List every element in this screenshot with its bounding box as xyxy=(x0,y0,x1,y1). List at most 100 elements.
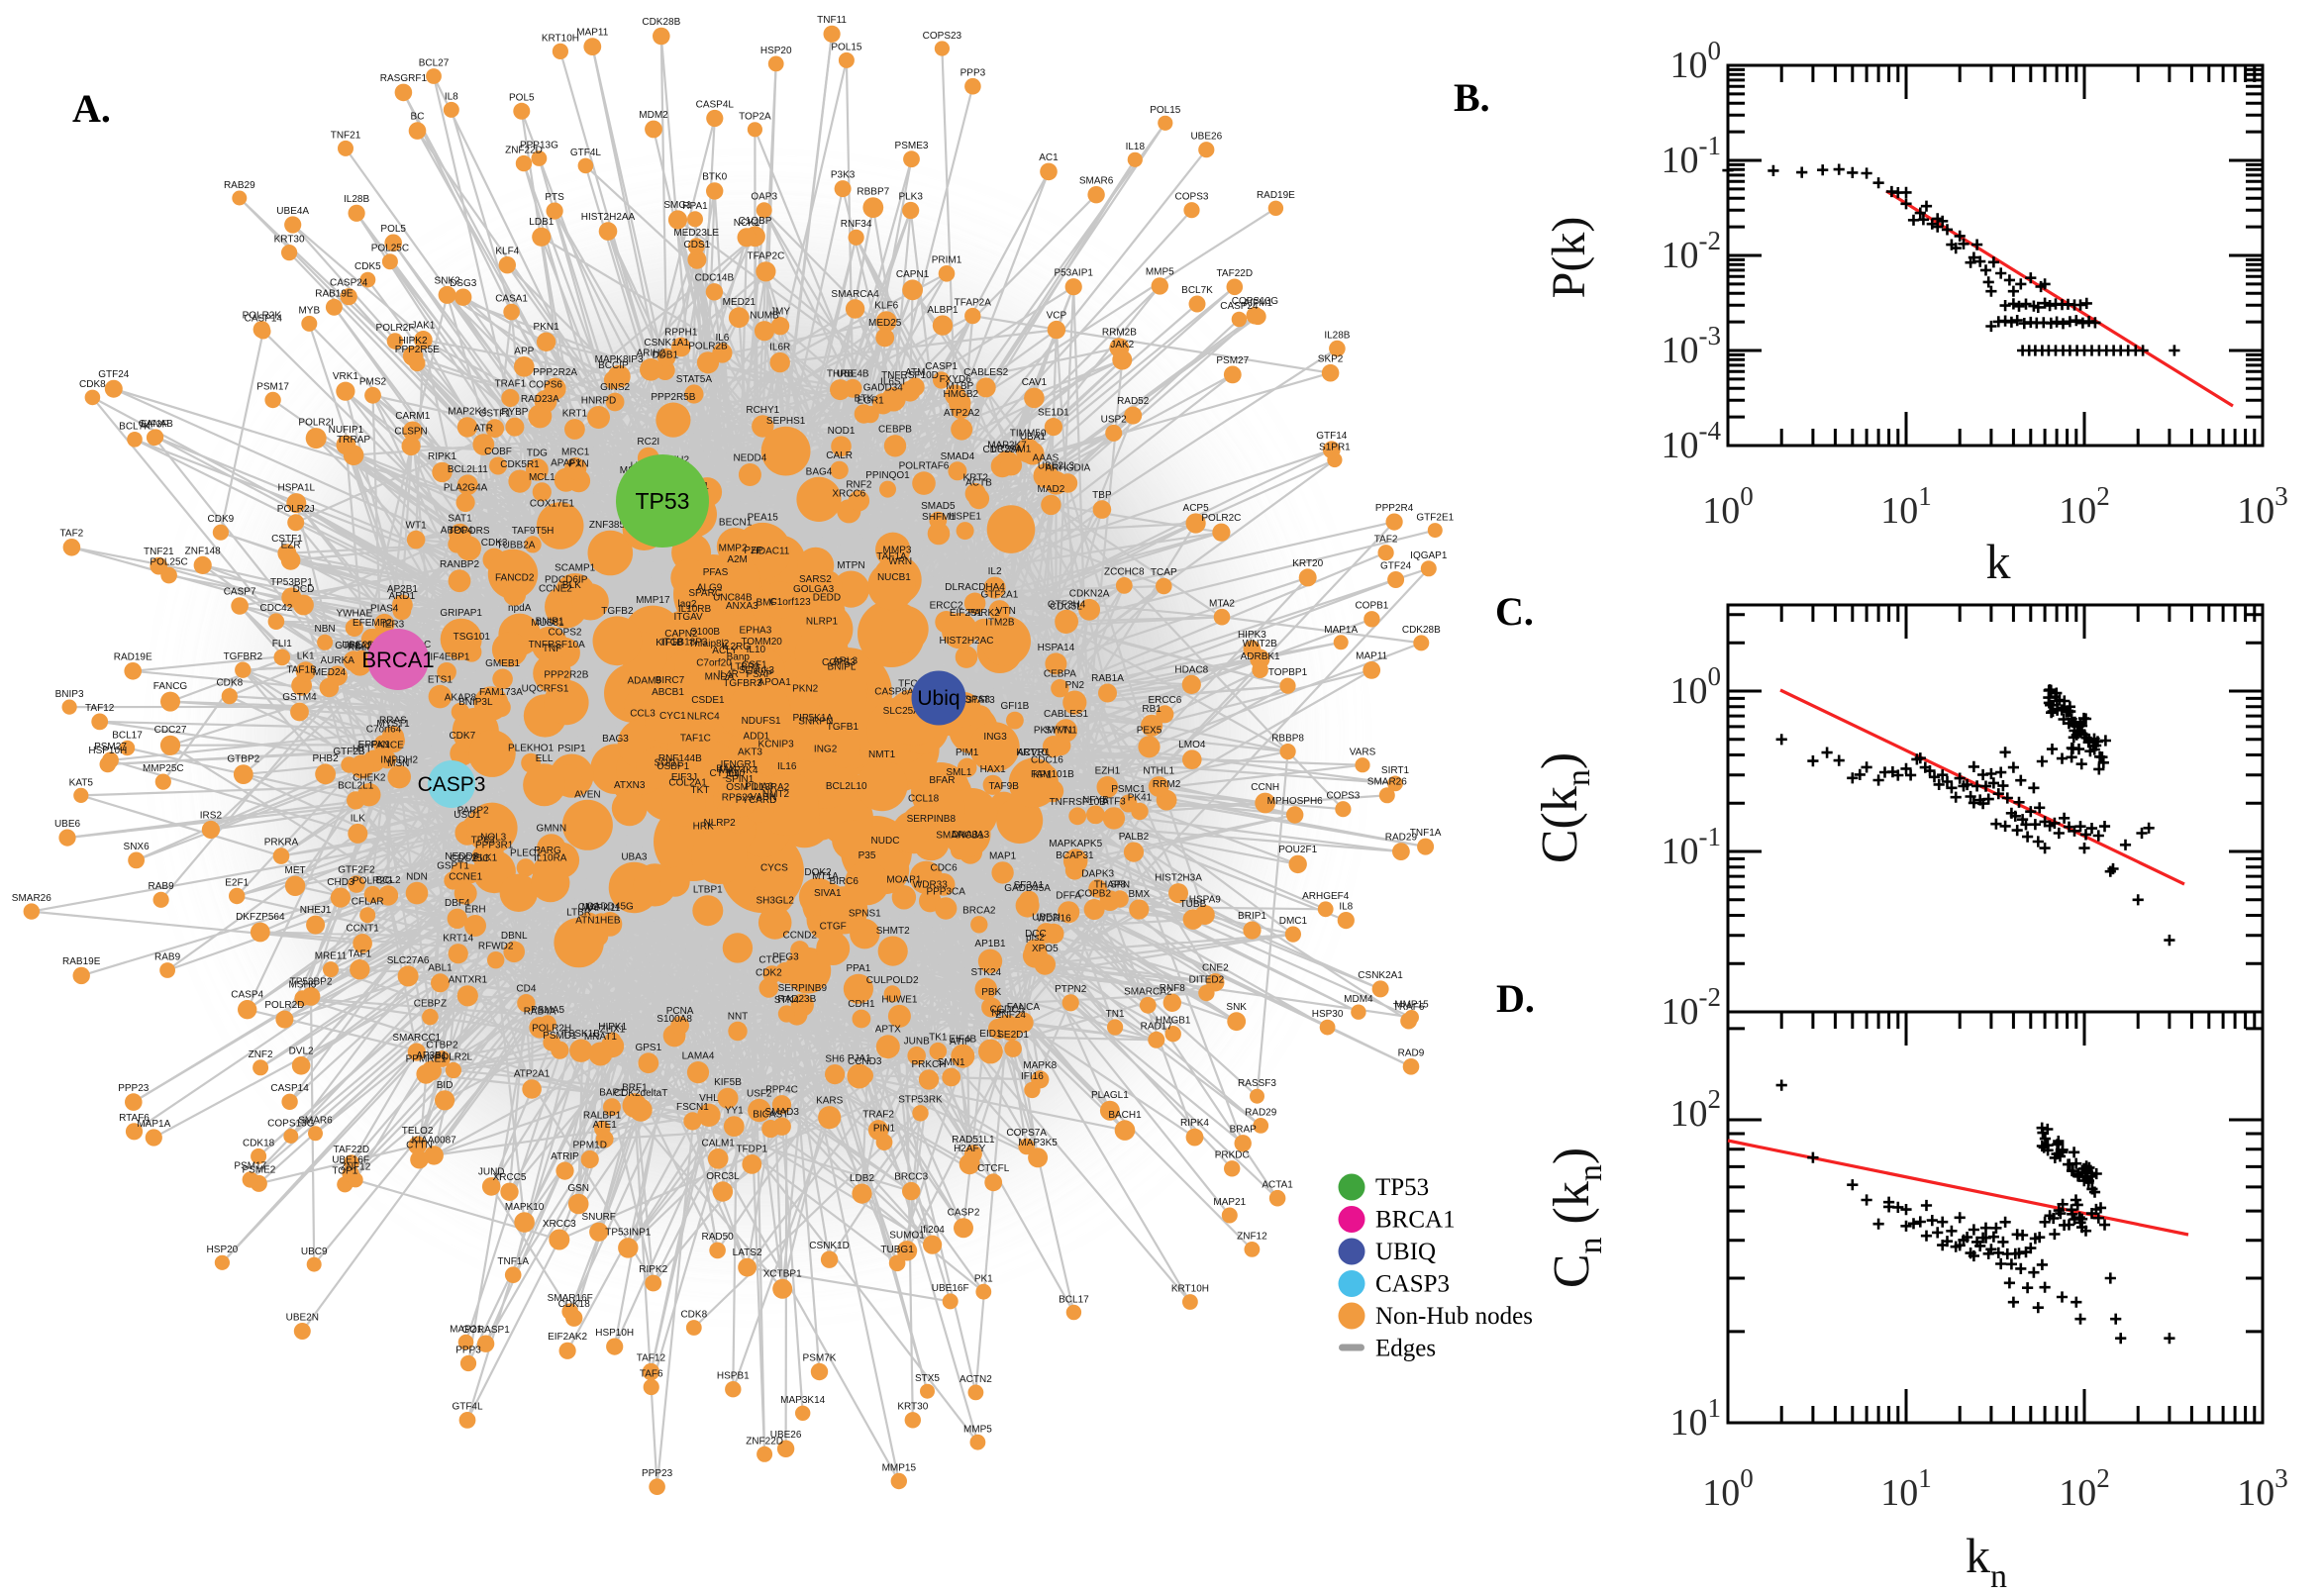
svg-text:WNT2B: WNT2B xyxy=(1243,639,1277,649)
svg-text:MAPK10: MAPK10 xyxy=(505,1202,545,1213)
svg-text:PMS2: PMS2 xyxy=(359,376,387,387)
svg-text:SMG1: SMG1 xyxy=(663,200,692,211)
svg-text:RYBP: RYBP xyxy=(501,407,528,418)
svg-text:IL2: IL2 xyxy=(988,566,1002,577)
svg-text:TAF2: TAF2 xyxy=(1374,535,1398,546)
svg-text:PEG3: PEG3 xyxy=(772,951,799,962)
svg-text:CTBP2: CTBP2 xyxy=(426,1041,458,1051)
svg-text:RIPK2: RIPK2 xyxy=(639,1264,667,1275)
svg-text:KCNIP3: KCNIP3 xyxy=(758,740,795,750)
svg-text:GRIPAP1: GRIPAP1 xyxy=(440,608,482,619)
svg-text:102: 102 xyxy=(2059,481,2110,532)
svg-text:SNURF: SNURF xyxy=(581,1212,615,1223)
svg-text:ELL: ELL xyxy=(536,753,554,764)
svg-text:NBN: NBN xyxy=(315,624,336,635)
svg-text:CDC27: CDC27 xyxy=(154,725,187,736)
svg-text:KIF1B: KIF1B xyxy=(656,638,683,648)
svg-text:PSM17: PSM17 xyxy=(256,381,289,392)
svg-text:PSAP: PSAP xyxy=(746,669,772,680)
svg-text:TAF9B: TAF9B xyxy=(989,781,1020,792)
svg-text:TOP2A: TOP2A xyxy=(739,112,771,123)
svg-text:SML1: SML1 xyxy=(946,767,972,778)
svg-text:TNF11: TNF11 xyxy=(817,15,847,26)
svg-text:TNF: TNF xyxy=(543,644,561,654)
svg-text:KRT2: KRT2 xyxy=(963,473,989,484)
svg-text:POL25C: POL25C xyxy=(371,244,409,254)
svg-text:ACTN2: ACTN2 xyxy=(960,1374,992,1385)
svg-text:PARG: PARG xyxy=(534,846,561,856)
svg-text:BCL27: BCL27 xyxy=(419,58,450,69)
svg-text:CDK2deltaT: CDK2deltaT xyxy=(614,1088,667,1099)
svg-text:HIPK3: HIPK3 xyxy=(1238,630,1266,641)
svg-text:EID1: EID1 xyxy=(979,1029,1002,1040)
svg-text:IRS2: IRS2 xyxy=(200,810,223,821)
svg-text:RAB4A: RAB4A xyxy=(524,1007,556,1018)
svg-text:MAD2: MAD2 xyxy=(1038,484,1065,495)
svg-text:GMNN: GMNN xyxy=(537,824,567,835)
svg-text:BICAST: BICAST xyxy=(753,1110,788,1121)
svg-text:TAF6: TAF6 xyxy=(640,1368,663,1379)
svg-text:TUBG1: TUBG1 xyxy=(880,1245,914,1255)
svg-text:ATF3: ATF3 xyxy=(1102,797,1126,808)
svg-text:BCL2: BCL2 xyxy=(375,875,400,886)
svg-text:NLRP1: NLRP1 xyxy=(806,617,839,628)
svg-text:COL2A1: COL2A1 xyxy=(668,778,707,789)
svg-text:CDC16: CDC16 xyxy=(1031,755,1063,766)
svg-text:TIMM50: TIMM50 xyxy=(1010,428,1047,439)
svg-text:STX5: STX5 xyxy=(915,1373,940,1384)
svg-text:NOL3: NOL3 xyxy=(480,832,507,843)
svg-text:ATE1: ATE1 xyxy=(593,1120,618,1131)
svg-text:GANAB: GANAB xyxy=(139,419,173,430)
svg-text:TP53INP1: TP53INP1 xyxy=(605,1228,652,1239)
svg-text:PPMRE1: PPMRE1 xyxy=(406,1054,448,1065)
svg-text:EZH1: EZH1 xyxy=(1095,765,1121,776)
svg-text:EIF4B: EIF4B xyxy=(949,1034,976,1045)
svg-text:CHEK2: CHEK2 xyxy=(353,773,386,784)
svg-text:IMPDH2: IMPDH2 xyxy=(380,754,418,765)
svg-text:HSP10H: HSP10H xyxy=(88,746,127,756)
svg-text:COPB1: COPB1 xyxy=(1355,601,1388,612)
svg-text:CDC5L: CDC5L xyxy=(1050,602,1082,613)
svg-text:COBF: COBF xyxy=(484,447,512,457)
svg-text:COPS7A: COPS7A xyxy=(1006,1128,1047,1139)
svg-text:SMARCA4: SMARCA4 xyxy=(831,289,879,300)
svg-text:MAP1A: MAP1A xyxy=(1324,625,1358,636)
svg-text:TAF2: TAF2 xyxy=(60,529,84,540)
svg-text:IL10: IL10 xyxy=(747,645,766,655)
svg-text:WRN: WRN xyxy=(888,556,912,567)
svg-text:PPP2R5E: PPP2R5E xyxy=(395,345,440,355)
svg-text:FXYD6: FXYD6 xyxy=(940,374,972,385)
svg-text:POLRTAF6: POLRTAF6 xyxy=(899,461,950,472)
svg-text:MAPK8IP3: MAPK8IP3 xyxy=(595,354,644,365)
svg-text:NCK1: NCK1 xyxy=(734,218,760,229)
svg-text:DDB1: DDB1 xyxy=(652,350,678,361)
svg-text:ZCCHC8: ZCCHC8 xyxy=(1104,567,1145,578)
svg-text:VARS: VARS xyxy=(1350,748,1376,758)
svg-text:TCAP: TCAP xyxy=(1151,567,1177,578)
svg-text:RB1: RB1 xyxy=(1142,704,1162,715)
svg-text:UBE4B: UBE4B xyxy=(837,368,869,379)
svg-text:ARHGDIA: ARHGDIA xyxy=(1046,463,1091,474)
svg-text:CASP3: CASP3 xyxy=(418,773,486,796)
svg-text:POLR2F: POLR2F xyxy=(376,323,415,334)
svg-text:TAF1B: TAF1B xyxy=(286,664,317,675)
svg-text:BCL17: BCL17 xyxy=(1059,1294,1089,1305)
svg-text:GTF2E1: GTF2E1 xyxy=(1416,513,1454,524)
svg-text:COPS13G: COPS13G xyxy=(267,1118,314,1129)
svg-text:USF2: USF2 xyxy=(747,1088,772,1099)
svg-text:POU2F1: POU2F1 xyxy=(1278,845,1317,855)
svg-text:PARP2: PARP2 xyxy=(457,805,489,816)
svg-text:HSPA9: HSPA9 xyxy=(1189,895,1221,906)
svg-text:UBE16F: UBE16F xyxy=(332,1155,369,1166)
svg-text:LTBR: LTBR xyxy=(566,907,591,918)
svg-text:C.: C. xyxy=(1495,589,1534,634)
svg-text:CSDE1: CSDE1 xyxy=(691,695,725,706)
svg-text:TP63: TP63 xyxy=(471,836,495,847)
svg-text:ZNF2: ZNF2 xyxy=(249,1049,273,1060)
svg-text:RBL2: RBL2 xyxy=(348,643,372,653)
svg-text:MT1A: MT1A xyxy=(812,871,839,882)
svg-text:EPHA3: EPHA3 xyxy=(740,626,772,637)
svg-text:KRT30: KRT30 xyxy=(897,1402,928,1413)
svg-text:CSNK1A1: CSNK1A1 xyxy=(644,338,689,349)
svg-text:E2F1: E2F1 xyxy=(225,877,249,888)
